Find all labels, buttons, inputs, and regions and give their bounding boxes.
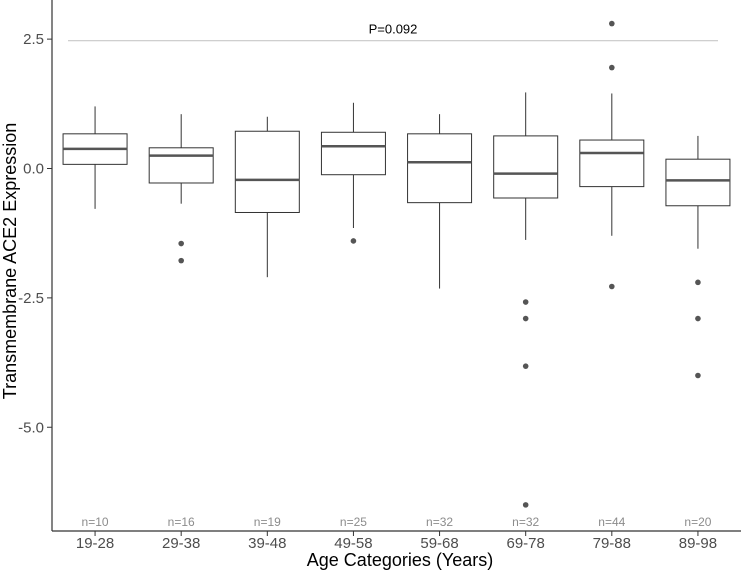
y-tick-label: 0.0 — [23, 161, 44, 178]
y-ticks: 2.5 0.0 -2.5 -5.0 — [18, 31, 52, 436]
y-tick-label: -2.5 — [18, 290, 44, 307]
outlier-point — [350, 238, 357, 244]
y-axis-title: Transmembrane ACE2 Expression — [0, 123, 20, 399]
n-count-label: n=20 — [684, 515, 711, 529]
n-count-label: n=16 — [168, 515, 195, 529]
x-tick-label: 19-28 — [76, 535, 114, 552]
box-group: n=19 — [234, 116, 300, 529]
box-group: n=16 — [148, 114, 214, 529]
box-iqr — [234, 130, 300, 213]
p-value-annotation: P=0.092 — [369, 22, 418, 37]
n-count-label: n=32 — [512, 515, 539, 529]
n-count-label: n=32 — [426, 515, 453, 529]
outlier-point — [609, 64, 615, 71]
x-axis-title: Age Categories (Years) — [307, 550, 493, 570]
y-tick-label: 2.5 — [23, 31, 44, 48]
box-group: n=32 — [407, 114, 473, 529]
outlier-point — [522, 299, 529, 305]
box-group: n=25 — [320, 102, 386, 529]
box-group: n=32 — [493, 92, 559, 529]
n-count-label: n=19 — [254, 515, 281, 529]
outlier-point — [522, 363, 529, 369]
outlier-point — [609, 20, 615, 27]
x-tick-label: 69-78 — [507, 535, 545, 552]
x-tick-label: 29-38 — [162, 535, 200, 552]
box-iqr — [665, 158, 731, 207]
n-count-label: n=25 — [340, 515, 367, 529]
box-iqr — [407, 133, 473, 204]
x-tick-label: 79-88 — [593, 535, 631, 552]
x-tick-label: 59-68 — [420, 535, 458, 552]
outlier-point — [695, 315, 701, 322]
box-iqr — [579, 139, 645, 188]
outlier-point — [178, 257, 184, 264]
outlier-point — [178, 240, 184, 247]
outlier-point — [695, 279, 701, 286]
x-tick-label: 39-48 — [248, 535, 286, 552]
box-group: n=10 — [62, 106, 128, 529]
box-iqr — [148, 147, 214, 184]
outlier-point — [695, 372, 701, 379]
outlier-point — [522, 315, 529, 322]
y-tick-label: -5.0 — [18, 419, 44, 436]
box-group: n=44 — [579, 20, 645, 529]
n-count-label: n=10 — [82, 515, 109, 529]
x-tick-label: 49-58 — [334, 535, 372, 552]
x-tick-label: 89-98 — [679, 535, 717, 552]
boxes: n=10 n=16 n=19 n=25 n=32 n=32 n=44 n=20 — [62, 20, 731, 529]
n-count-label: n=44 — [598, 515, 625, 529]
outlier-point — [609, 283, 615, 290]
x-ticks: 19-28 29-38 39-48 49-58 59-68 69-78 79-88 89-98 — [76, 531, 717, 552]
box-iqr — [493, 135, 559, 199]
box-iqr — [320, 131, 386, 176]
box-group: n=20 — [665, 135, 731, 529]
outlier-point — [522, 502, 529, 508]
